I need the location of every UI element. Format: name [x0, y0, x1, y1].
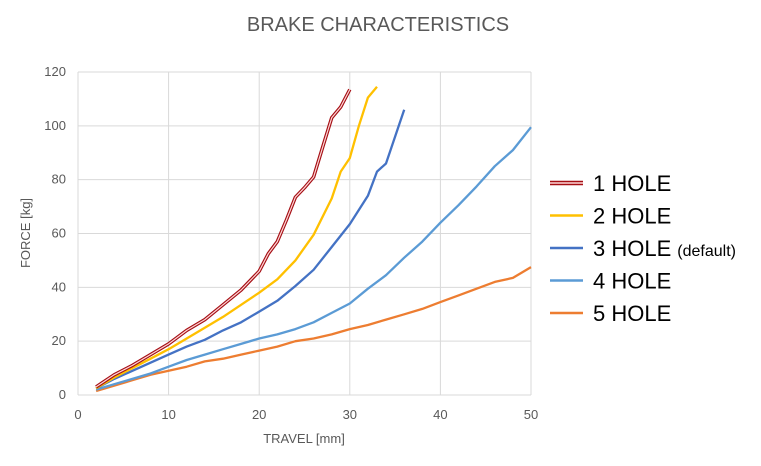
legend-3-hole-name: 3 HOLE — [593, 236, 671, 261]
series-line-3-hole — [95, 109, 406, 390]
legend-4-hole-name: 4 HOLE — [593, 269, 671, 294]
y-axis-ticks: 0 20 40 60 80 100 120 — [44, 64, 66, 402]
y-axis-label: FORCE [kg] — [18, 198, 33, 268]
y-tick-label: 120 — [44, 64, 66, 79]
legend-5-hole-label: 5 HOLE — [593, 301, 671, 326]
legend-3-hole-note: (default) — [677, 243, 736, 260]
legend: 1 HOLE 2 HOLE 3 HOLE (default) 4 HOLE 5 HOLE — [550, 171, 736, 326]
y-tick-label: 60 — [52, 226, 66, 241]
x-tick-label: 40 — [433, 407, 447, 422]
x-axis-label: TRAVEL [mm] — [263, 431, 345, 446]
legend-2-hole-name: 2 HOLE — [593, 204, 671, 229]
legend-4-hole-label: 4 HOLE — [593, 269, 671, 294]
y-tick-label: 100 — [44, 118, 66, 133]
series-line-5-hole — [95, 266, 532, 393]
series-lines — [95, 86, 532, 393]
series-line-4-hole — [95, 126, 532, 391]
x-tick-label: 20 — [252, 407, 266, 422]
x-tick-label: 0 — [74, 407, 81, 422]
y-tick-label: 0 — [59, 387, 66, 402]
legend-2-hole-label: 2 HOLE — [593, 204, 671, 229]
series-line-2-hole — [95, 86, 378, 390]
chart-title: BRAKE CHARACTERISTICS — [247, 14, 509, 36]
y-tick-label: 40 — [52, 279, 66, 294]
legend-5-hole-name: 5 HOLE — [593, 301, 671, 326]
y-tick-label: 20 — [52, 333, 66, 348]
x-tick-label: 10 — [161, 407, 175, 422]
x-tick-label: 50 — [524, 407, 538, 422]
x-axis-ticks: 0 10 20 30 40 50 — [74, 407, 538, 422]
legend-1-hole-name: 1 HOLE — [593, 171, 671, 196]
y-tick-label: 80 — [52, 172, 66, 187]
x-tick-label: 30 — [343, 407, 357, 422]
legend-1-hole-label: 1 HOLE — [593, 171, 671, 196]
series-line-1-hole — [95, 89, 351, 388]
grid — [77, 71, 532, 396]
legend-3-hole-label: 3 HOLE (default) — [593, 236, 736, 261]
